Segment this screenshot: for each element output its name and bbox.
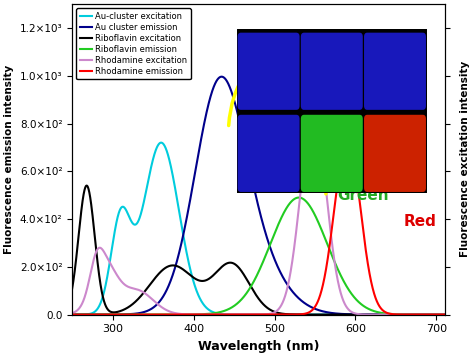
FancyBboxPatch shape	[364, 33, 426, 110]
FancyBboxPatch shape	[364, 115, 426, 192]
Y-axis label: Fluorescence excitation intensity: Fluorescence excitation intensity	[460, 61, 470, 257]
FancyBboxPatch shape	[237, 33, 300, 110]
Text: Red: Red	[404, 214, 437, 229]
Legend: Au-cluster excitation, Au cluster emission, Riboflavin excitation, Riboflavin em: Au-cluster excitation, Au cluster emissi…	[76, 8, 191, 79]
X-axis label: Wavelength (nm): Wavelength (nm)	[198, 340, 319, 353]
FancyBboxPatch shape	[301, 115, 363, 192]
Text: Blue: Blue	[242, 121, 280, 136]
FancyBboxPatch shape	[301, 33, 363, 110]
Text: Green: Green	[337, 188, 389, 203]
FancyBboxPatch shape	[237, 115, 300, 192]
Y-axis label: Fluorescence emission intensity: Fluorescence emission intensity	[4, 65, 14, 254]
